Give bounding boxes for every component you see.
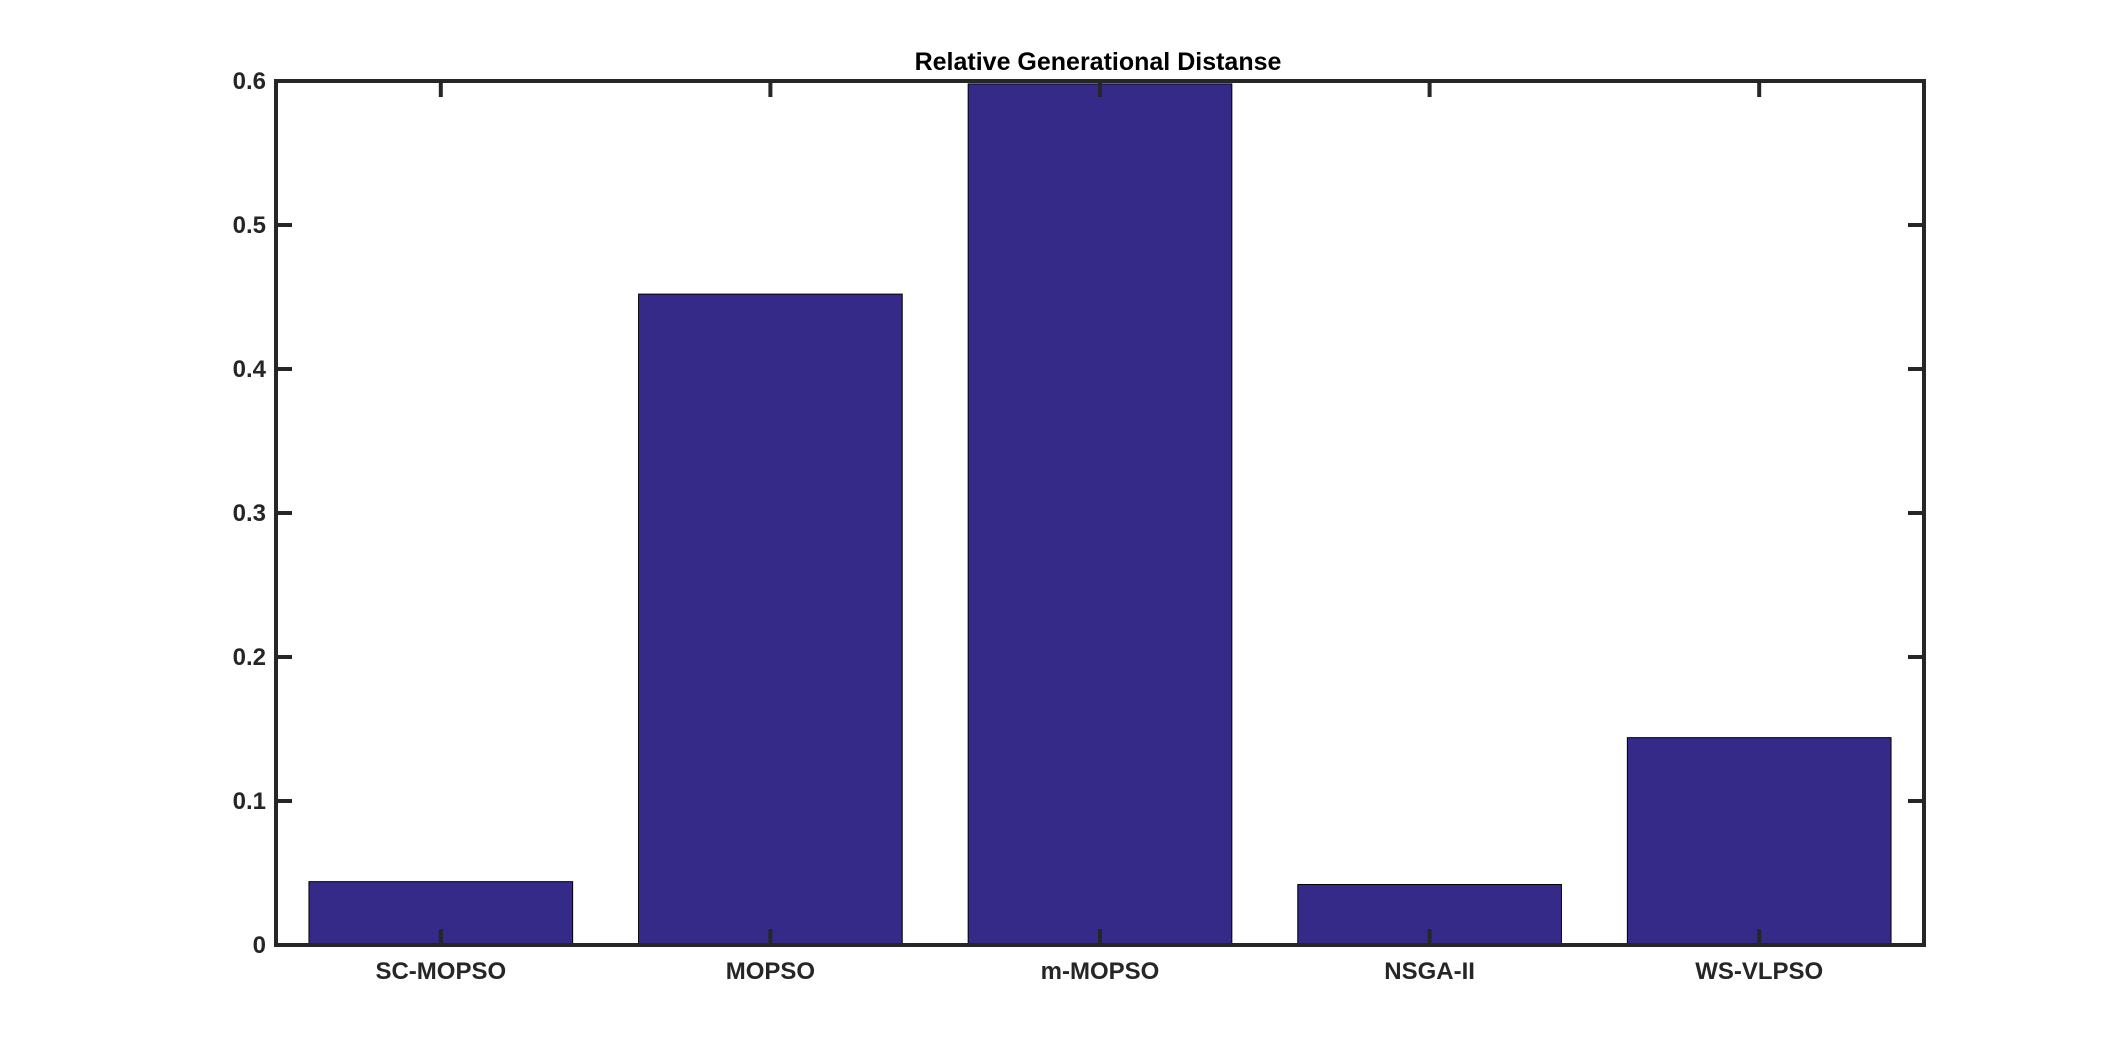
- y-tick-label: 0.3: [233, 500, 266, 527]
- bar-m-mopso: [967, 83, 1233, 946]
- bar-ws-vlpso: [1626, 737, 1892, 946]
- y-tick-label: 0.5: [233, 212, 266, 239]
- chart-title: Relative Generational Distanse: [915, 48, 1282, 76]
- y-tick-label: 0.1: [233, 788, 266, 815]
- x-tick-label: MOPSO: [726, 958, 815, 985]
- y-tick-label: 0: [253, 932, 266, 959]
- y-tick-label: 0.2: [233, 644, 266, 671]
- y-tick-label: 0.6: [233, 68, 266, 95]
- bars-group: [308, 83, 1892, 946]
- bar-mopso: [638, 293, 903, 946]
- x-tick-labels: SC-MOPSO MOPSO m-MOPSO NSGA-II WS-VLPSO: [375, 958, 1823, 985]
- axes-group: [274, 79, 1926, 947]
- y-tick-labels: 0 0.1 0.2 0.3 0.4 0.5 0.6: [233, 68, 267, 959]
- x-tick-label: SC-MOPSO: [375, 958, 506, 985]
- x-tick-label: NSGA-II: [1384, 958, 1475, 985]
- x-tick-label: WS-VLPSO: [1695, 958, 1823, 985]
- y-tick-label: 0.4: [233, 356, 267, 383]
- x-tick-label: m-MOPSO: [1041, 958, 1160, 985]
